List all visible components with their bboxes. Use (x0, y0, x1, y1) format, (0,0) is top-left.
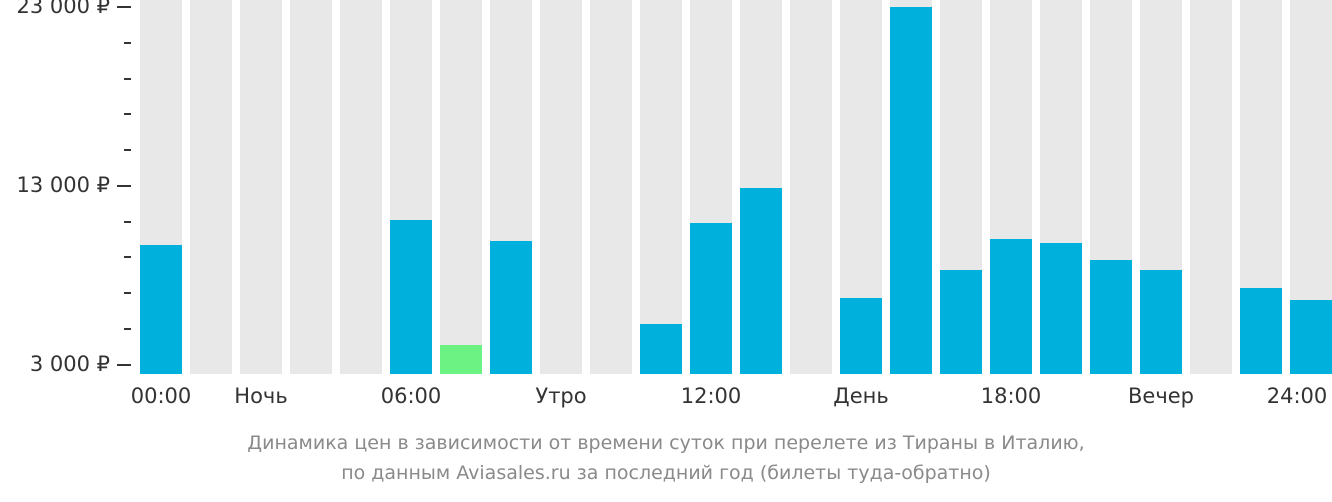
bar[interactable] (1240, 287, 1282, 374)
bar[interactable] (1090, 259, 1132, 374)
y-tick-label: 3 000 ₽ (29, 351, 110, 376)
x-tick-label: 00:00 (130, 384, 192, 408)
bar[interactable] (1140, 269, 1182, 374)
y-tick-label: 23 000 ₽ (16, 0, 110, 18)
y-minor-tick (124, 292, 131, 294)
bar-background (790, 0, 832, 374)
x-tick-label: Ночь (234, 384, 288, 408)
bar[interactable] (690, 223, 732, 374)
bar-background (190, 0, 232, 374)
y-minor-tick (124, 327, 131, 330)
x-tick-label: 12:00 (680, 384, 742, 408)
x-tick-label: День (833, 384, 889, 408)
y-major-tick (117, 363, 131, 366)
y-tick-label: 13 000 ₽ (16, 172, 110, 197)
chart-caption-line-2: по данным Aviasales.ru за последний год … (341, 462, 991, 484)
y-minor-tick (124, 256, 131, 259)
y-minor-tick (124, 113, 131, 116)
bar[interactable] (640, 324, 682, 374)
bar[interactable] (390, 219, 432, 374)
bar-background (340, 0, 382, 374)
x-tick-label: 18:00 (980, 384, 1042, 408)
bar-background (240, 0, 282, 374)
y-minor-tick (124, 149, 131, 151)
y-minor-tick (124, 220, 131, 223)
chart-caption-line-1: Динамика цен в зависимости от времени су… (247, 432, 1085, 454)
bar-background (1190, 0, 1232, 374)
bar-background (290, 0, 332, 374)
bar[interactable] (940, 269, 982, 374)
x-tick-label: Утро (535, 384, 587, 408)
bar[interactable] (840, 298, 882, 374)
bar-cheapest[interactable] (440, 344, 482, 374)
x-tick-label: Вечер (1128, 384, 1194, 408)
bar[interactable] (990, 239, 1032, 374)
bar[interactable] (740, 187, 782, 374)
bar[interactable] (140, 244, 182, 374)
bar[interactable] (890, 7, 932, 374)
y-major-tick (117, 6, 131, 8)
x-tick-label: 06:00 (380, 384, 442, 408)
bar-background (590, 0, 632, 374)
x-tick-label: 24:00 (1266, 384, 1328, 408)
bar-background (640, 0, 682, 374)
bar-background (540, 0, 582, 374)
y-minor-tick (124, 77, 131, 80)
bar-background (440, 0, 482, 374)
y-minor-tick (124, 41, 131, 44)
bar[interactable] (490, 241, 532, 374)
y-major-tick (117, 184, 131, 187)
bar[interactable] (1290, 300, 1332, 374)
bar[interactable] (1040, 242, 1082, 374)
